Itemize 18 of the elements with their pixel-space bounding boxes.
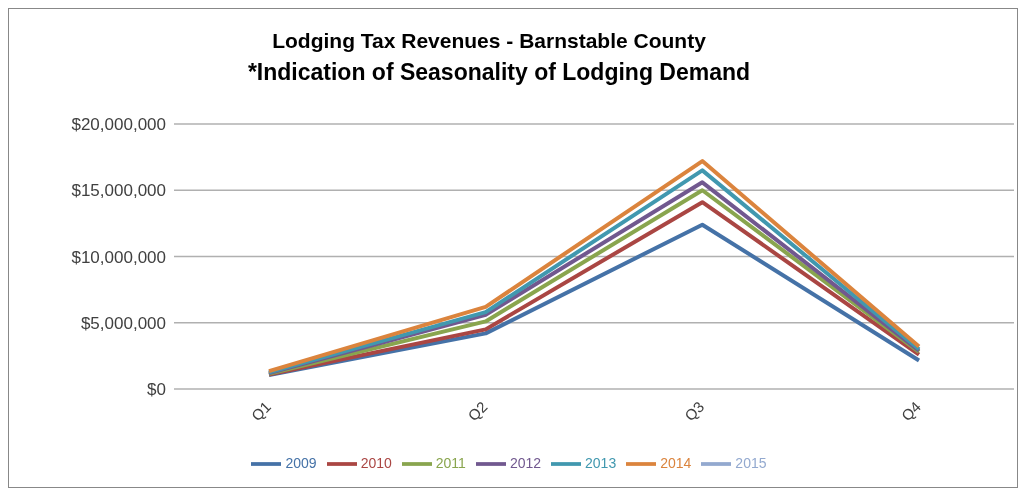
legend-label: 2010 — [360, 454, 392, 471]
x-tick-label: Q4 — [897, 397, 924, 425]
legend-label: 2014 — [660, 454, 692, 471]
legend-label: 2009 — [285, 454, 317, 471]
legend-label: 2011 — [435, 454, 466, 471]
y-tick-label: $15,000,000 — [71, 181, 166, 201]
y-tick-label: $10,000,000 — [71, 247, 166, 267]
x-tick-label: Q3 — [681, 397, 708, 425]
y-tick-label: $5,000,000 — [80, 313, 166, 333]
legend-label: 2013 — [585, 454, 617, 471]
chart-subtitle: *Indication of Seasonality of Lodging Demand — [246, 59, 752, 86]
y-tick-label: $20,000,000 — [71, 115, 166, 135]
x-tick-label: Q2 — [464, 397, 491, 425]
chart-title: Lodging Tax Revenues - Barnstable County — [271, 29, 707, 53]
legend-label: 2012 — [509, 454, 542, 471]
legend-label: 2015 — [735, 454, 767, 471]
x-tick-label: Q1 — [247, 397, 274, 425]
y-tick-label: $0 — [147, 380, 166, 400]
